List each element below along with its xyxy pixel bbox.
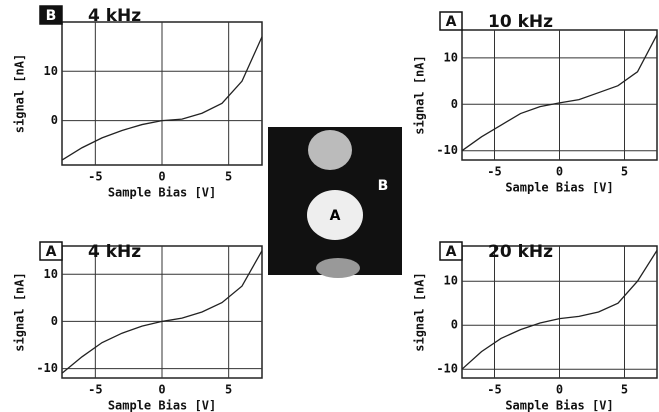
- x-tick-label: 5: [621, 165, 628, 179]
- x-tick-label: 5: [225, 170, 232, 184]
- y-tick-label: -10: [436, 362, 458, 376]
- x-tick-label: 0: [158, 383, 165, 397]
- image-label: A: [330, 208, 341, 224]
- x-tick-label: 5: [621, 383, 628, 397]
- chart-panel: -5 0 5 0 10 Sample Bias [V] signal [nA] B 4 kHz: [13, 6, 263, 200]
- y-tick-label: 10: [44, 64, 58, 78]
- x-tick-label: -5: [88, 170, 102, 184]
- stm-image: A B: [268, 127, 402, 278]
- x-axis-label: Sample Bias [V]: [505, 181, 613, 195]
- x-tick-label: 0: [556, 383, 563, 397]
- chart-title: 4 kHz: [88, 6, 141, 26]
- y-axis-label: signal [nA]: [13, 54, 27, 133]
- y-tick-label: 0: [451, 97, 458, 111]
- blob: [308, 130, 352, 170]
- panel-label: A: [46, 244, 57, 260]
- x-tick-label: -5: [487, 383, 501, 397]
- x-tick-label: 0: [158, 170, 165, 184]
- chart-panel: -5 0 5 -10 0 10 Sample Bias [V] signal [nA] A 10 …: [413, 12, 658, 195]
- y-axis-label: signal [nA]: [413, 272, 427, 351]
- x-axis-label: Sample Bias [V]: [505, 399, 613, 412]
- panel-label: B: [46, 8, 57, 24]
- y-tick-label: 0: [51, 314, 58, 328]
- chart-panel: -5 0 5 -10 0 10 Sample Bias [V] signal [nA] A 4 k…: [13, 242, 263, 412]
- figure: A B -5 0 5 0 10 Sample Bias [V] signal [nA] B 4 …: [0, 0, 659, 412]
- chart-title: 20 kHz: [488, 242, 553, 262]
- x-tick-label: -5: [88, 383, 102, 397]
- chart-title: 4 kHz: [88, 242, 141, 262]
- blob: [316, 258, 360, 278]
- panel-label: A: [446, 14, 457, 30]
- x-tick-label: -5: [487, 165, 501, 179]
- x-axis-label: Sample Bias [V]: [108, 399, 216, 412]
- y-tick-label: 10: [444, 50, 458, 64]
- chart-title: 10 kHz: [488, 12, 553, 32]
- y-axis-label: signal [nA]: [413, 55, 427, 134]
- y-tick-label: -10: [436, 143, 458, 157]
- y-tick-label: -10: [36, 361, 58, 375]
- y-tick-label: 10: [444, 274, 458, 288]
- x-tick-label: 5: [225, 383, 232, 397]
- image-label: B: [378, 178, 389, 194]
- panel-label: A: [446, 244, 457, 260]
- y-tick-label: 10: [44, 267, 58, 281]
- x-tick-label: 0: [556, 165, 563, 179]
- y-axis-label: signal [nA]: [13, 272, 27, 351]
- x-axis-label: Sample Bias [V]: [108, 186, 216, 200]
- chart-panel: -5 0 5 -10 0 10 Sample Bias [V] signal [nA] A 20 …: [413, 242, 658, 412]
- y-tick-label: 0: [451, 318, 458, 332]
- y-tick-label: 0: [51, 113, 58, 127]
